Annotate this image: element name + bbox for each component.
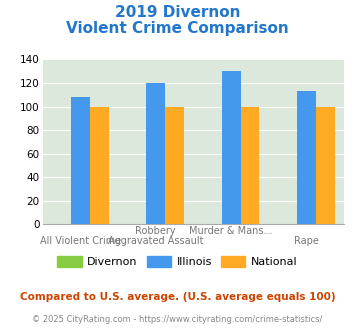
Text: Murder & Mans...: Murder & Mans... bbox=[190, 226, 273, 236]
Bar bbox=[297, 91, 316, 224]
Bar bbox=[146, 83, 165, 224]
Bar bbox=[90, 107, 109, 224]
Bar bbox=[222, 71, 241, 224]
Bar bbox=[316, 107, 335, 224]
Text: All Violent Crime: All Violent Crime bbox=[40, 236, 121, 246]
Bar bbox=[241, 107, 260, 224]
Text: © 2025 CityRating.com - https://www.cityrating.com/crime-statistics/: © 2025 CityRating.com - https://www.city… bbox=[32, 315, 323, 324]
Text: Robbery: Robbery bbox=[136, 226, 176, 236]
Text: Compared to U.S. average. (U.S. average equals 100): Compared to U.S. average. (U.S. average … bbox=[20, 292, 335, 302]
Text: Aggravated Assault: Aggravated Assault bbox=[108, 236, 203, 246]
Text: 2019 Divernon: 2019 Divernon bbox=[115, 5, 240, 20]
Text: Violent Crime Comparison: Violent Crime Comparison bbox=[66, 21, 289, 36]
Bar bbox=[71, 97, 90, 224]
Text: Rape: Rape bbox=[294, 236, 319, 246]
Bar bbox=[165, 107, 184, 224]
Legend: Divernon, Illinois, National: Divernon, Illinois, National bbox=[53, 251, 302, 271]
